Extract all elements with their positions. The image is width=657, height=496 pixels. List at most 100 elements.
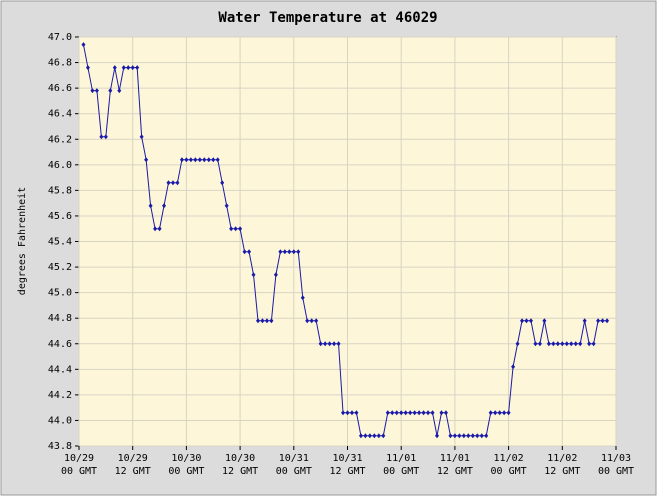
data-point: [587, 341, 592, 347]
data-point: [555, 341, 560, 347]
data-point: [546, 341, 551, 347]
data-point: [229, 226, 234, 232]
data-point: [421, 410, 426, 416]
y-tick-label: 45.2: [48, 262, 72, 273]
y-tick-label: 45.4: [48, 237, 72, 248]
data-point: [94, 88, 99, 94]
data-point: [381, 433, 386, 439]
data-point: [345, 410, 350, 416]
data-point: [188, 157, 193, 163]
data-point: [256, 318, 260, 324]
data-point: [179, 157, 184, 163]
data-point: [497, 410, 502, 416]
data-point: [108, 88, 113, 94]
data-point: [582, 318, 587, 324]
data-point: [412, 410, 417, 416]
chart-title: Water Temperature at 46029: [218, 10, 437, 26]
data-point: [506, 410, 511, 416]
y-tick-label: 45.6: [48, 211, 72, 222]
data-point: [484, 433, 489, 439]
x-tick-label: 10/31 12 GMT: [329, 453, 365, 477]
data-point: [528, 318, 533, 324]
data-point: [452, 433, 457, 439]
data-point: [300, 295, 305, 301]
x-tick-label: 11/02 12 GMT: [544, 453, 580, 477]
data-point: [309, 318, 314, 324]
x-tick-label: 11/01 12 GMT: [437, 453, 473, 477]
data-point: [202, 157, 207, 163]
data-point: [287, 249, 292, 255]
x-tick-label: 11/03 00 GMT: [598, 453, 634, 477]
data-point: [367, 433, 372, 439]
y-axis-label: degrees Fahrenheit: [17, 187, 28, 295]
data-point: [578, 341, 583, 347]
data-point: [282, 249, 287, 255]
data-point: [542, 318, 547, 324]
data-line: [82, 44, 608, 437]
y-tick-label: 46.4: [48, 109, 72, 120]
y-tick-label: 44.8: [48, 313, 72, 324]
data-point: [533, 341, 538, 347]
data-point: [242, 249, 247, 255]
x-tick-label: 11/02 00 GMT: [491, 453, 527, 477]
data-point: [327, 341, 332, 347]
data-point: [220, 180, 225, 186]
data-point: [90, 88, 95, 94]
data-point: [117, 88, 122, 94]
data-point: [157, 226, 162, 232]
data-point: [354, 410, 359, 416]
data-point: [537, 341, 542, 347]
data-point: [502, 410, 507, 416]
y-tick-label: 46.2: [48, 134, 72, 145]
data-point: [600, 318, 605, 324]
data-point: [569, 341, 574, 347]
data-point: [85, 65, 90, 71]
y-tick-label: 43.8: [48, 441, 72, 452]
data-point: [148, 203, 153, 209]
data-point: [475, 433, 480, 439]
data-point: [448, 433, 453, 439]
data-point: [197, 157, 202, 163]
data-point: [443, 410, 448, 416]
data-point: [430, 410, 435, 416]
data-point: [426, 410, 431, 416]
data-point: [211, 157, 216, 163]
data-point: [139, 134, 144, 140]
data-point: [551, 341, 556, 347]
data-point: [466, 433, 471, 439]
data-point: [349, 410, 354, 416]
y-tick-label: 44.2: [48, 390, 72, 401]
data-point: [439, 410, 444, 416]
data-point: [166, 180, 171, 186]
data-point: [251, 272, 256, 278]
data-point: [363, 433, 368, 439]
data-point: [238, 226, 243, 232]
data-point: [417, 410, 422, 416]
data-point: [596, 318, 601, 324]
data-point: [591, 341, 596, 347]
data-point: [193, 157, 198, 163]
data-point: [358, 433, 363, 439]
data-point: [408, 410, 413, 416]
data-point: [385, 410, 390, 416]
data-point: [305, 318, 310, 324]
data-point: [336, 341, 341, 347]
data-point: [435, 433, 439, 439]
data-point: [215, 157, 220, 163]
data-point: [479, 433, 484, 439]
y-tick-label: 44.0: [48, 415, 72, 426]
data-point: [376, 433, 381, 439]
data-point: [126, 65, 131, 71]
data-point: [99, 134, 104, 140]
data-point: [488, 410, 493, 416]
y-tick-label: 46.0: [48, 160, 72, 171]
x-tick-label: 10/29 12 GMT: [115, 453, 151, 477]
data-point: [470, 433, 475, 439]
x-tick-label: 10/30 12 GMT: [222, 453, 258, 477]
data-point: [493, 410, 498, 416]
data-point: [170, 180, 175, 186]
x-tick-label: 10/30 00 GMT: [168, 453, 204, 477]
data-point: [175, 180, 180, 186]
data-point: [323, 341, 328, 347]
data-point: [112, 65, 117, 71]
